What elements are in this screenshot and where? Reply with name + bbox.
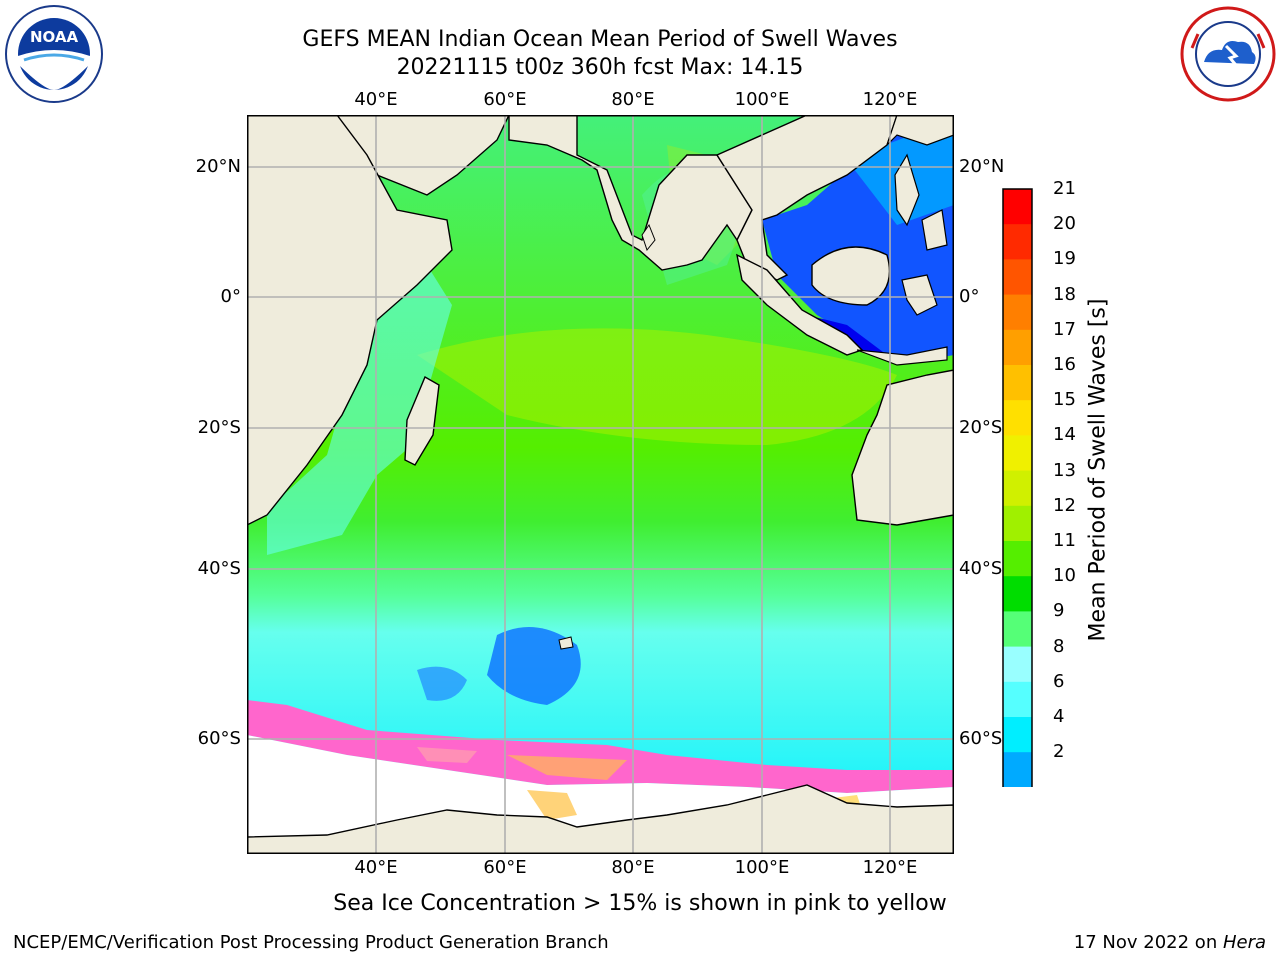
lon-label-top-60e: 60°E: [483, 89, 527, 110]
colorbar-segment: [1003, 400, 1032, 436]
colorbar-tick-label: 4: [1053, 706, 1065, 727]
colorbar-tick-label: 18: [1053, 283, 1076, 305]
colorbar-tick-label: 9: [1053, 600, 1065, 622]
colorbar-segment: [1003, 611, 1032, 648]
colorbar-title: Mean Period of Swell Waves [s]: [1085, 298, 1111, 642]
sea-ice-pink: [247, 700, 954, 793]
colorbar-tick-label: 12: [1053, 494, 1076, 516]
lat-label-right-60s: 60°S: [959, 728, 1003, 749]
high-period-core: [417, 328, 897, 445]
noaa-logo: NOAA: [4, 4, 104, 104]
colorbar-segment: [1003, 541, 1032, 577]
colorbar-segment: [1003, 505, 1032, 542]
lat-label-right-0: 0°: [959, 286, 980, 307]
lon-label-top-80e: 80°E: [611, 89, 655, 110]
footer-host: Hera: [1222, 932, 1266, 953]
colorbar-tick-label: 16: [1053, 354, 1076, 375]
lat-label-left-40s: 40°S: [197, 558, 241, 579]
land-sumatra: [736, 253, 864, 356]
lat-label-left-20n: 20°N: [195, 156, 241, 177]
colorbar-tick-label: 20: [1053, 213, 1076, 235]
lat-label-right-40s: 40°S: [959, 558, 1003, 579]
lat-label-right-20n: 20°N: [959, 156, 1005, 177]
colorbar-tick-label: 13: [1053, 459, 1076, 481]
colorbar-tick-label: 6: [1053, 670, 1065, 692]
colorbar-segment: [1003, 294, 1032, 331]
chart-title-line2: 20221115 t00z 360h fcst Max: 14.15: [396, 55, 804, 80]
colorbar-tick-label: 21: [1053, 178, 1076, 199]
nws-logo: [1178, 4, 1278, 104]
map-panel: [246, 114, 955, 855]
land-borneo: [811, 246, 891, 306]
colorbar: [1000, 187, 1040, 853]
lat-label-left-20s: 20°S: [197, 417, 241, 438]
lat-label-right-20s: 20°S: [959, 417, 1003, 438]
chart-title-line1: GEFS MEAN Indian Ocean Mean Period of Sw…: [302, 27, 898, 52]
colorbar-segment: [1003, 435, 1032, 472]
lat-label-left-0: 0°: [220, 286, 241, 307]
colorbar-tick-label: 8: [1053, 635, 1065, 657]
graticule: [247, 115, 954, 854]
colorbar-tick-label: 17: [1053, 318, 1076, 340]
colorbar-segment: [1003, 189, 1032, 225]
footer-date: 17 Nov 2022 on Hera: [1074, 932, 1266, 953]
colorbar-tick-label: 2: [1053, 741, 1065, 763]
colorbar-tick-label: 15: [1053, 389, 1076, 411]
colorbar-tick-label: 14: [1053, 424, 1076, 446]
lat-label-left-60s: 60°S: [197, 728, 241, 749]
lon-label-top-40e: 40°E: [354, 89, 398, 110]
lon-label-bottom-100e: 100°E: [734, 857, 790, 878]
footer-branch: NCEP/EMC/Verification Post Processing Pr…: [13, 932, 609, 953]
colorbar-segment: [1003, 681, 1032, 718]
land-australia: [851, 369, 955, 526]
colorbar-tick-label: 11: [1053, 530, 1076, 551]
lon-label-bottom-80e: 80°E: [611, 857, 655, 878]
colorbar-segment: [1003, 224, 1032, 260]
svg-text:NOAA: NOAA: [30, 28, 79, 46]
land-madagascar: [404, 375, 440, 466]
lon-label-bottom-60e: 60°E: [483, 857, 527, 878]
lon-label-top-120e: 120°E: [862, 89, 918, 110]
land-africa: [246, 114, 453, 527]
colorbar-tick-label: 19: [1053, 248, 1076, 270]
sea-ice-note: Sea Ice Concentration > 15% is shown in …: [333, 891, 947, 916]
lon-label-bottom-120e: 120°E: [862, 857, 918, 878]
colorbar-segment: [1003, 752, 1032, 788]
colorbar-segment: [1003, 470, 1032, 507]
colorbar-segment: [1003, 329, 1032, 366]
colorbar-segment: [1003, 365, 1032, 401]
lon-label-top-100e: 100°E: [734, 89, 790, 110]
map-frame: [247, 115, 954, 854]
southern-blue-patch: [487, 627, 581, 705]
lon-label-bottom-40e: 40°E: [354, 857, 398, 878]
colorbar-segment: [1003, 717, 1032, 753]
footer-date-text: 17 Nov 2022 on: [1073, 932, 1223, 953]
colorbar-segment: [1003, 259, 1032, 296]
colorbar-tick-label: 10: [1053, 565, 1076, 587]
colorbar-segment: [1003, 576, 1032, 612]
colorbar-segment: [1003, 646, 1032, 683]
